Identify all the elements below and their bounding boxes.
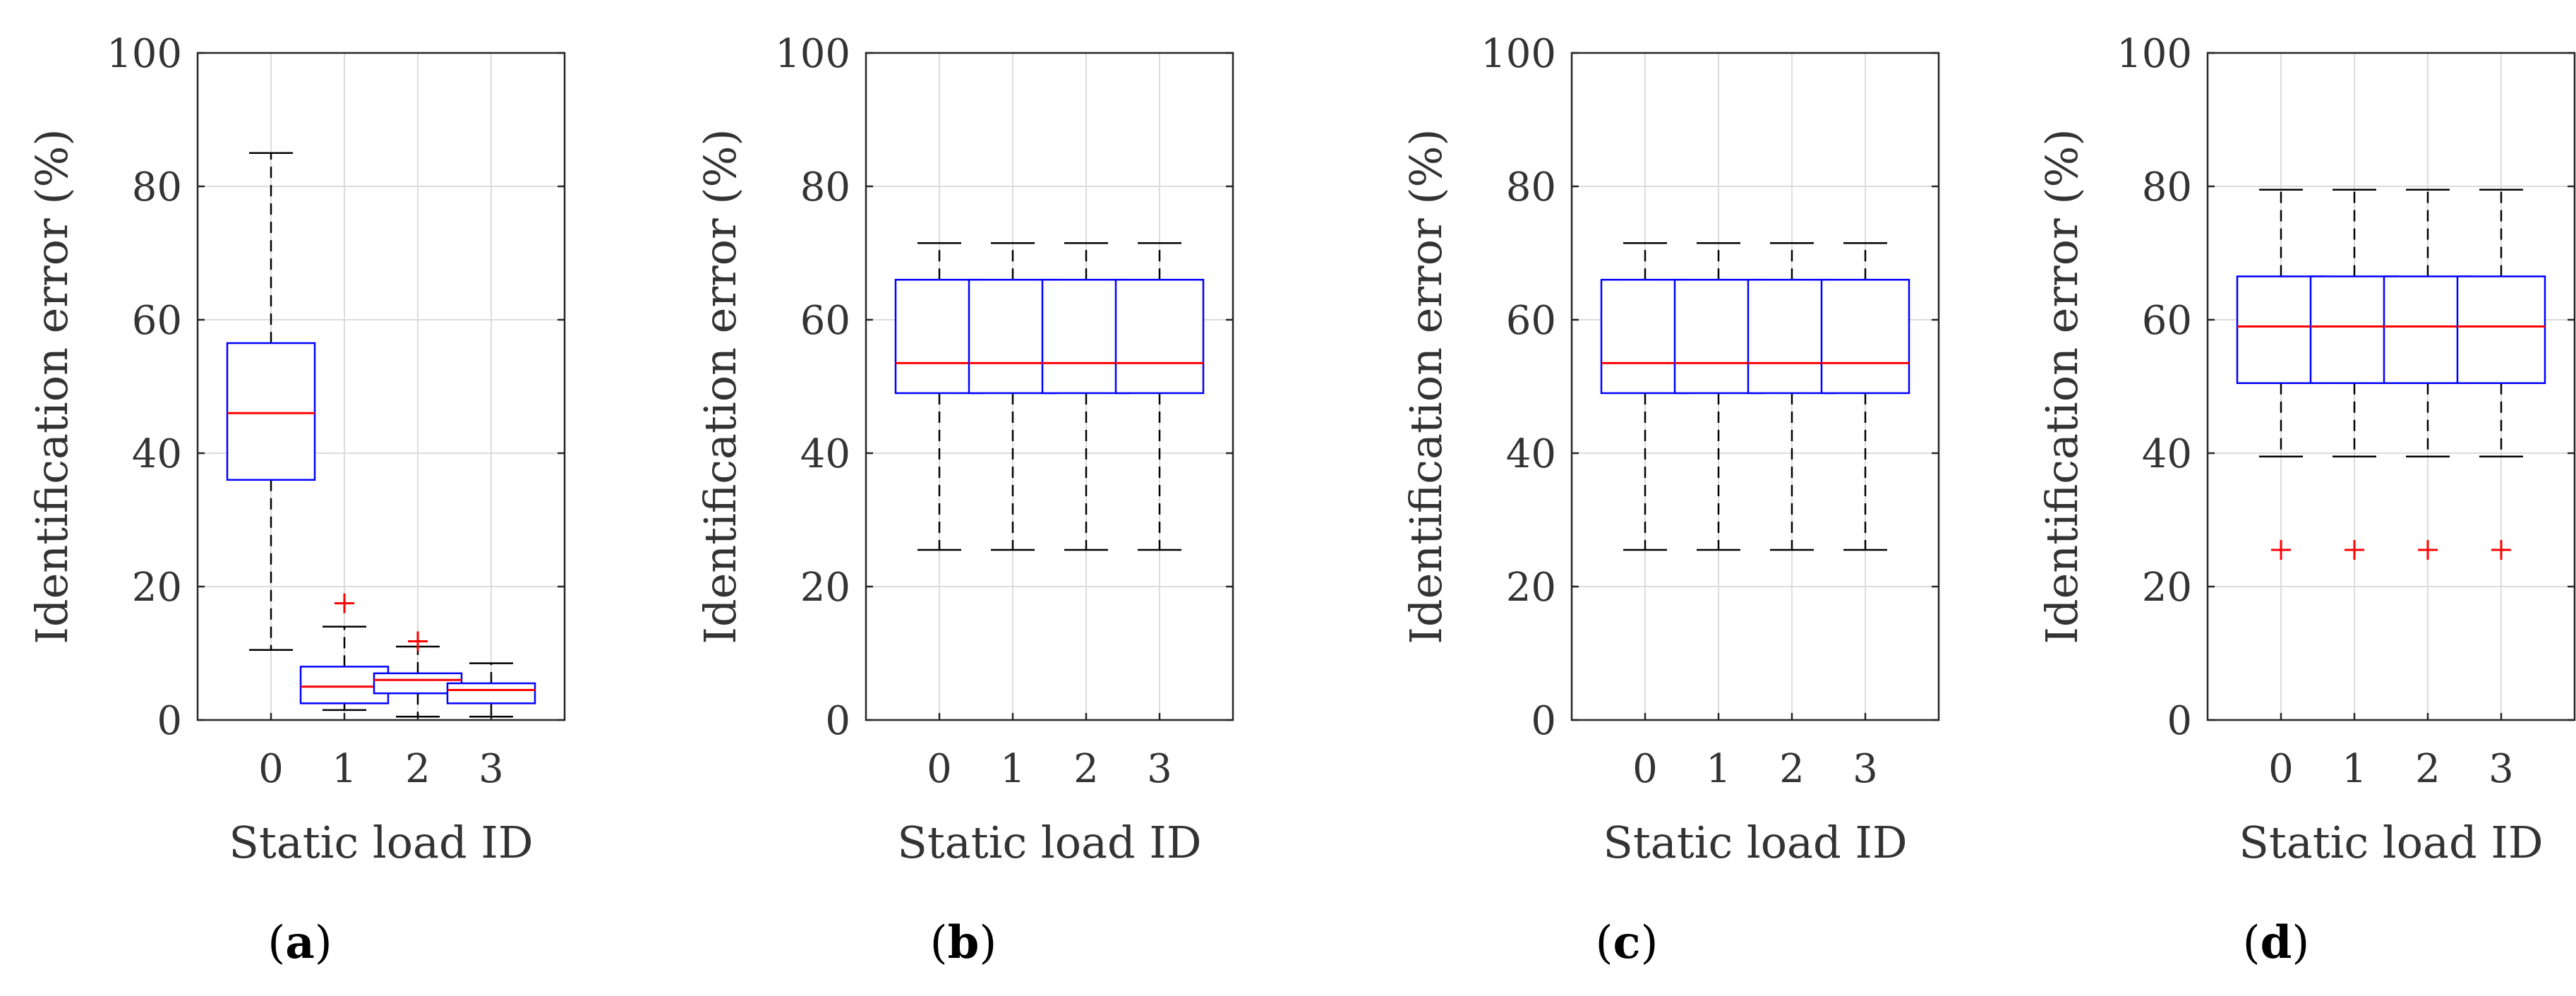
outlier-marker-0 — [2491, 540, 2511, 560]
x-tick-label-2: 2 — [2415, 746, 2440, 792]
y-tick-label-4: 80 — [132, 164, 182, 210]
x-tick-label-0: 0 — [927, 746, 952, 792]
x-axis-label: Static load ID — [897, 817, 1201, 868]
x-tick-label-2: 2 — [1073, 746, 1099, 792]
y-tick-label-3: 60 — [800, 298, 850, 344]
panel-label-d: (d) — [2242, 916, 2310, 969]
y-axis-label: Identification error (%) — [26, 128, 78, 644]
x-tick-label-2: 2 — [1779, 746, 1805, 792]
outlier-marker-0 — [2418, 540, 2438, 560]
x-axis-label: Static load ID — [1603, 817, 1907, 868]
y-tick-label-2: 40 — [1506, 431, 1556, 477]
x-tick-label-3: 3 — [1147, 746, 1172, 792]
y-tick-label-5: 100 — [2117, 31, 2192, 77]
y-tick-label-2: 40 — [2142, 431, 2192, 477]
y-tick-label-2: 40 — [132, 431, 182, 477]
x-tick-label-1: 1 — [1000, 746, 1025, 792]
y-tick-label-2: 40 — [800, 431, 850, 477]
y-axis-label: Identification error (%) — [2036, 128, 2088, 644]
panel-b: 0 20 40 60 80 100 0 1 2 3 Static load ID Identifica… — [663, 0, 1307, 996]
outlier-marker-0 — [335, 593, 354, 613]
iqr-box — [446, 682, 536, 704]
y-tick-label-1: 20 — [132, 565, 182, 611]
plot-frame — [196, 52, 566, 721]
y-tick-label-3: 60 — [2142, 298, 2192, 344]
x-tick-label-1: 1 — [332, 746, 357, 792]
panel-label-b: (b) — [929, 916, 997, 969]
boxplot-chart-b: 0 20 40 60 80 100 0 1 2 3 Static load ID Identifica… — [694, 31, 1234, 868]
y-tick-label-3: 60 — [1506, 298, 1556, 344]
y-tick-label-0: 0 — [157, 698, 182, 744]
plot-frame — [2206, 52, 2576, 721]
x-tick-label-0: 0 — [2268, 746, 2294, 792]
y-tick-label-5: 100 — [107, 31, 182, 77]
iqr-box — [226, 342, 316, 481]
y-tick-label-5: 100 — [775, 31, 850, 77]
x-tick-label-2: 2 — [405, 746, 431, 792]
boxplot-chart-d: 0 20 40 60 80 100 0 1 2 3 Static load ID Identifica… — [2036, 31, 2576, 868]
y-tick-label-3: 60 — [132, 298, 182, 344]
y-tick-label-4: 80 — [800, 164, 850, 210]
x-tick-label-3: 3 — [479, 746, 504, 792]
box-0 — [226, 152, 316, 652]
x-axis-label: Static load ID — [2239, 817, 2543, 868]
y-tick-label-5: 100 — [1481, 31, 1556, 77]
box-3 — [1114, 242, 1205, 551]
plot-frame — [865, 52, 1234, 721]
y-tick-label-4: 80 — [1506, 164, 1556, 210]
y-axis-label: Identification error (%) — [694, 128, 746, 644]
outlier-marker-0 — [2345, 540, 2364, 560]
x-tick-label-3: 3 — [2488, 746, 2514, 792]
outlier-marker-0 — [408, 631, 428, 652]
y-tick-label-1: 20 — [1506, 565, 1556, 611]
box-3 — [446, 662, 536, 718]
x-tick-label-0: 0 — [1632, 746, 1658, 792]
y-tick-label-1: 20 — [800, 565, 850, 611]
x-tick-label-3: 3 — [1853, 746, 1878, 792]
panel-a: 0 20 40 60 80 100 0 1 2 3 Static load ID Identifica… — [0, 0, 644, 996]
x-tick-label-1: 1 — [2342, 746, 2367, 792]
box-3 — [1820, 242, 1910, 551]
box-3 — [2456, 188, 2546, 560]
x-tick-label-0: 0 — [258, 746, 284, 792]
x-axis-label: Static load ID — [229, 817, 533, 868]
boxplot-chart-c: 0 20 40 60 80 100 0 1 2 3 Static load ID Identifica… — [1400, 31, 1940, 868]
y-axis-label: Identification error (%) — [1400, 128, 1452, 644]
y-tick-label-0: 0 — [1531, 698, 1556, 744]
iqr-box — [1820, 279, 1910, 395]
panel-label-c: (c) — [1595, 916, 1659, 969]
grid — [2208, 52, 2575, 721]
iqr-box — [2456, 275, 2546, 385]
y-tick-label-4: 80 — [2142, 164, 2192, 210]
boxplot-chart-a: 0 20 40 60 80 100 0 1 2 3 Static load ID Identifica… — [26, 31, 566, 868]
plot-frame — [1570, 52, 1940, 721]
outlier-marker-0 — [2271, 540, 2291, 560]
panel-label-a: (a) — [267, 916, 332, 969]
y-tick-label-0: 0 — [2167, 698, 2192, 744]
iqr-box — [1114, 279, 1205, 395]
y-tick-label-1: 20 — [2142, 565, 2192, 611]
x-tick-label-1: 1 — [1706, 746, 1731, 792]
panel-c: 0 20 40 60 80 100 0 1 2 3 Static load ID Identifica… — [1327, 0, 1970, 996]
panel-d: 0 20 40 60 80 100 0 1 2 3 Static load ID Identifica… — [1920, 0, 2576, 996]
y-tick-label-0: 0 — [825, 698, 850, 744]
